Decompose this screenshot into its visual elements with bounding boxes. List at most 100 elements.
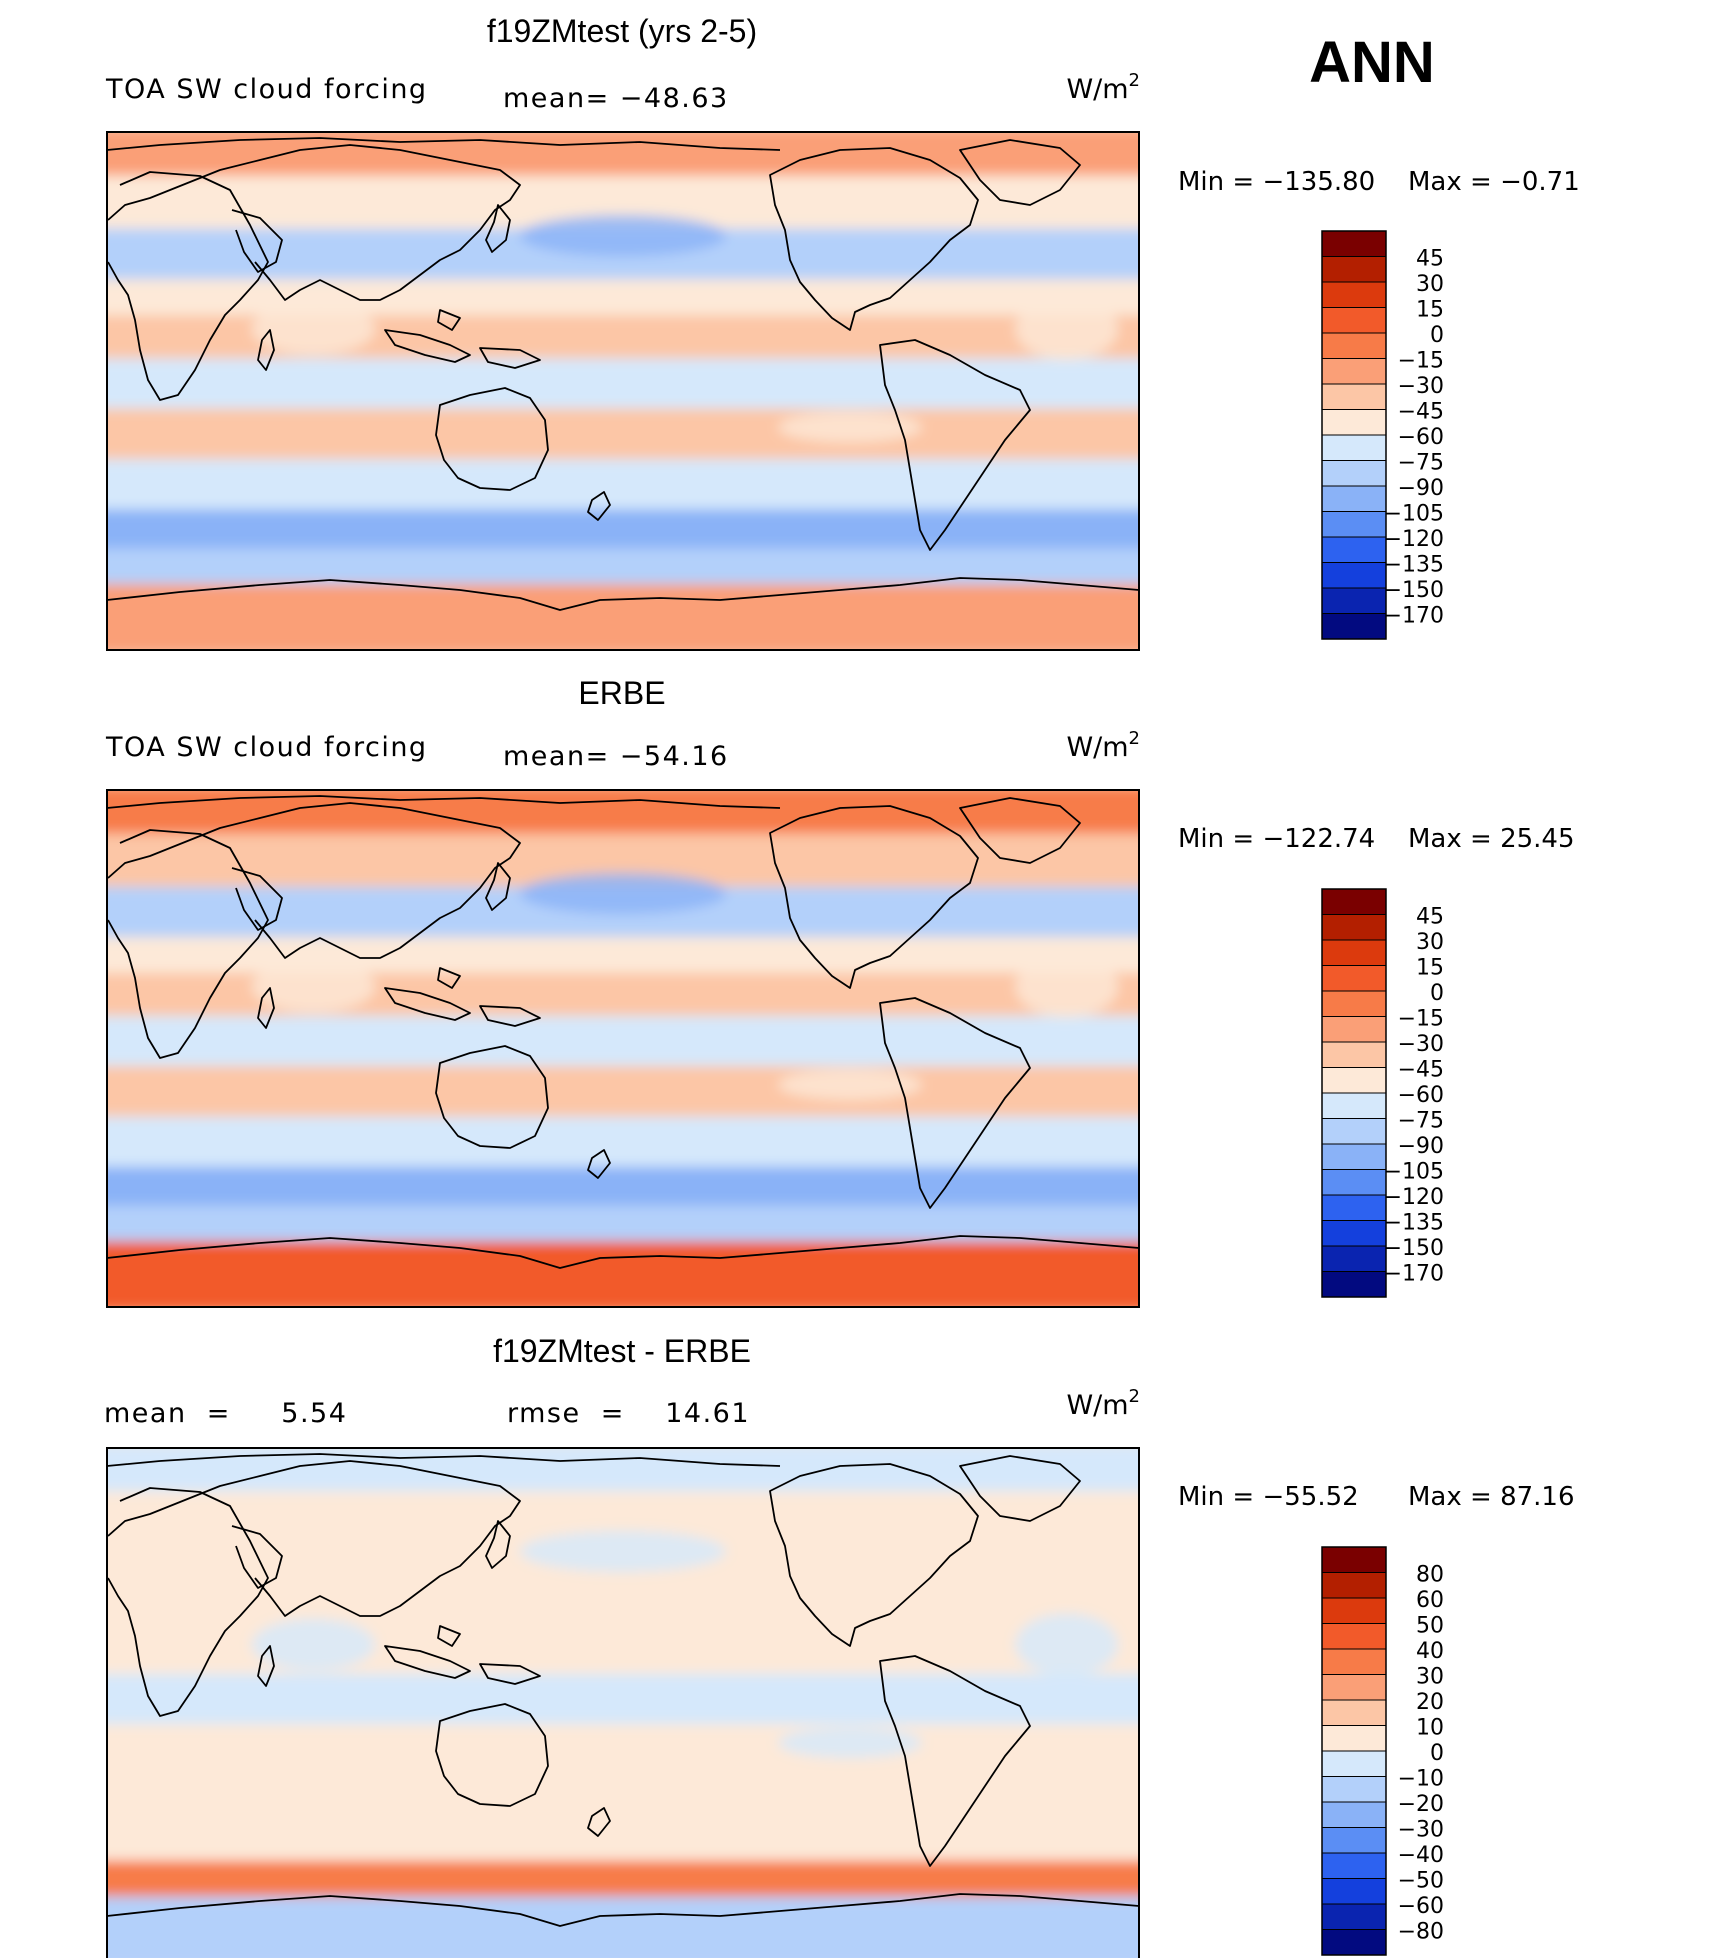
field-anomaly [777, 411, 923, 443]
colorbar-tick-label: 60 [1416, 1588, 1444, 1613]
colorbar-tick-label: 45 [1416, 905, 1444, 930]
colorbar-tick-label: −30 [1398, 1032, 1444, 1057]
colorbar-swatch [1321, 587, 1387, 614]
colorbar-tick-label: −45 [1398, 1058, 1444, 1083]
latitude-band [107, 358, 1139, 417]
colorbar-tick-label: −40 [1398, 1843, 1444, 1868]
panel-min: Min = −55.52 [1178, 1482, 1359, 1512]
colorbar-tick-label: −10 [1398, 1767, 1444, 1792]
map-field [107, 132, 1139, 650]
colorbar-frame [1321, 888, 1387, 1298]
field-anomaly [777, 1727, 923, 1759]
colorbar-swatch [1321, 1725, 1387, 1752]
map-frame [106, 1447, 1140, 1958]
latitude-band [107, 1724, 1139, 1783]
colorbar-tick-label: 50 [1416, 1614, 1444, 1639]
colorbar-swatch [1321, 536, 1387, 563]
colorbar: 4530150−15−30−45−60−75−90−105−120−135−15… [1321, 230, 1444, 640]
colorbar-swatch [1321, 1852, 1387, 1879]
colorbar-tick-label: −170 [1384, 604, 1444, 629]
colorbar-tick-label: −135 [1384, 1211, 1444, 1236]
panel-variable-label: TOA SW cloud forcing [105, 732, 428, 763]
colorbar-tick-label: 20 [1416, 1690, 1444, 1715]
colorbar-swatch [1321, 965, 1387, 992]
colorbar-tick-label: −135 [1384, 553, 1444, 578]
colorbar-tick-label: −120 [1384, 1185, 1444, 1210]
colorbar-tick-label: −120 [1384, 527, 1444, 552]
colorbar-swatch [1321, 613, 1387, 640]
colorbar-swatch [1321, 1699, 1387, 1726]
colorbar-swatch [1321, 1648, 1387, 1675]
colorbar-swatch [1321, 1929, 1387, 1956]
colorbar-tick-label: 30 [1416, 272, 1444, 297]
colorbar-swatch [1321, 332, 1387, 359]
map-field [107, 790, 1139, 1307]
page-title: ANN [1309, 30, 1435, 95]
map-field [107, 1448, 1139, 1958]
colorbar-tick-label: 40 [1416, 1639, 1444, 1664]
field-anomaly [1015, 1613, 1119, 1676]
field-anomaly [251, 1618, 376, 1671]
colorbar-tick-label: 0 [1430, 1741, 1444, 1766]
colorbar-swatch [1321, 1801, 1387, 1828]
field-anomaly [519, 214, 727, 257]
colorbar-swatch [1321, 256, 1387, 283]
panel-mean-label: mean= −54.16 [503, 741, 729, 772]
field-anomaly [519, 872, 727, 915]
colorbar-swatch [1321, 939, 1387, 966]
panel-title: ERBE [578, 675, 665, 711]
map-frame [106, 789, 1140, 1308]
latitude-band [107, 1673, 1139, 1733]
field-anomaly [1015, 297, 1119, 360]
panel-mean-label: mean= −48.63 [503, 83, 729, 114]
colorbar-tick-label: −75 [1398, 1109, 1444, 1134]
latitude-band [107, 1015, 1139, 1075]
colorbar-tick-label: −50 [1398, 1869, 1444, 1894]
panel-units: W/m2 [1066, 70, 1140, 105]
colorbar-swatch [1321, 1597, 1387, 1624]
map-plot [106, 789, 1140, 1308]
colorbar-tick-label: −30 [1398, 1818, 1444, 1843]
panel-max: Max = −0.71 [1408, 167, 1580, 197]
colorbar-tick-label: −60 [1398, 425, 1444, 450]
panel-title: f19ZMtest (yrs 2-5) [487, 13, 757, 49]
panel-min: Min = −135.80 [1178, 167, 1375, 197]
colorbar-tick-label: −20 [1398, 1792, 1444, 1817]
colorbar-swatch [1321, 1546, 1387, 1573]
panel-title: f19ZMtest - ERBE [493, 1333, 751, 1369]
field-anomaly [251, 960, 376, 1013]
colorbar-tick-label: 15 [1416, 956, 1444, 981]
colorbar-tick-label: 0 [1430, 323, 1444, 348]
colorbar-swatch [1321, 1092, 1387, 1119]
colorbar-tick-label: 80 [1416, 1563, 1444, 1588]
colorbar-swatch [1321, 1169, 1387, 1196]
colorbar-swatch [1321, 1220, 1387, 1247]
latitude-band [107, 1896, 1139, 1958]
colorbar: 4530150−15−30−45−60−75−90−105−120−135−15… [1321, 888, 1444, 1298]
latitude-band [107, 1241, 1139, 1307]
colorbar-swatch [1321, 230, 1387, 257]
panel-max: Max = 87.16 [1408, 1482, 1575, 1512]
latitude-band [107, 1066, 1139, 1125]
colorbar-tick-label: −15 [1398, 1007, 1444, 1032]
colorbar-tick-label: 30 [1416, 1665, 1444, 1690]
panel-mean-label: mean = 5.54 [104, 1398, 347, 1429]
latitude-band [107, 584, 1139, 650]
colorbar-tick-label: 45 [1416, 247, 1444, 272]
colorbar-swatch [1321, 1903, 1387, 1930]
colorbar-tick-label: −90 [1398, 476, 1444, 501]
panel-obs: ERBE TOA SW cloud forcing mean= −54.16 W… [105, 675, 1575, 1308]
colorbar-tick-label: 30 [1416, 930, 1444, 955]
colorbar-frame [1321, 1546, 1387, 1956]
latitude-band [107, 1448, 1139, 1500]
colorbar-swatch [1321, 1827, 1387, 1854]
map-frame [106, 131, 1140, 651]
latitude-band [107, 790, 1139, 842]
colorbar-swatch [1321, 1271, 1387, 1298]
colorbar-swatch [1321, 1572, 1387, 1599]
panel-units: W/m2 [1066, 1386, 1140, 1421]
panel-units: W/m2 [1066, 728, 1140, 763]
panel-max: Max = 25.45 [1408, 824, 1575, 854]
map-plot [106, 1447, 1140, 1958]
